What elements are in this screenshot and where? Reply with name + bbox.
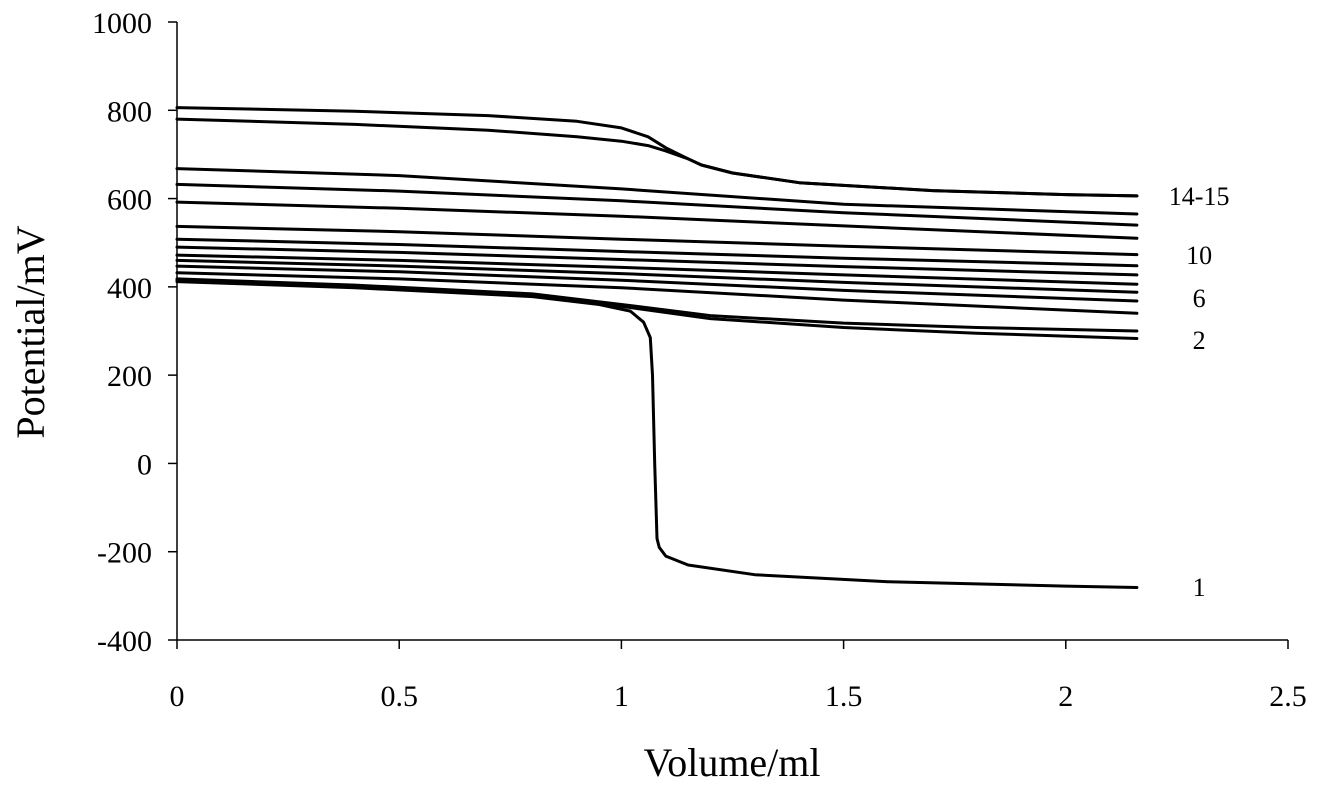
y-tick-label: 600	[107, 184, 152, 217]
series-line	[175, 182, 1139, 227]
y-tick-label: 200	[107, 360, 152, 393]
y-axis-ticks: -400 -200 0 200 400 600 800 1000	[92, 7, 177, 658]
series-line	[175, 258, 1139, 294]
series-line	[175, 271, 1139, 315]
series-line	[175, 278, 1139, 340]
series-line	[175, 237, 1139, 268]
x-tick-label: 1	[614, 680, 629, 713]
y-tick-label: -400	[97, 625, 152, 658]
series-line	[175, 245, 1139, 277]
series-line	[175, 167, 1139, 216]
series-line	[175, 280, 1139, 589]
curve-label: 6	[1193, 284, 1206, 313]
x-tick-label: 0.5	[380, 680, 418, 713]
curve-labels: 14-15 10 6 2 1	[1169, 182, 1230, 602]
y-axis-label: Potential/mV	[8, 225, 53, 438]
x-tick-label: 0	[170, 680, 185, 713]
curve-label: 2	[1193, 326, 1206, 355]
curve-label: 10	[1186, 241, 1212, 270]
y-tick-label: 400	[107, 272, 152, 305]
series-group	[175, 106, 1139, 589]
series-line	[175, 253, 1139, 286]
x-tick-label: 2	[1058, 680, 1073, 713]
y-tick-label: 800	[107, 95, 152, 128]
series-line	[175, 200, 1139, 240]
y-tick-label: 1000	[92, 7, 152, 40]
y-tick-label: -200	[97, 537, 152, 570]
curve-label: 1	[1193, 573, 1206, 602]
x-tick-label: 2.5	[1269, 680, 1307, 713]
x-axis-label: Volume/ml	[643, 740, 820, 785]
curve-label: 14-15	[1169, 182, 1230, 211]
plot-area: 0 0.5 1 1.5 2 2.5 -400 -200 0 200 400 600 800 1000 1…	[92, 7, 1307, 713]
y-tick-label: 0	[137, 448, 152, 481]
series-line	[175, 117, 1139, 198]
series-line	[175, 264, 1139, 303]
series-line	[175, 224, 1139, 257]
x-axis-ticks: 0 0.5 1 1.5 2 2.5	[170, 640, 1307, 713]
x-tick-label: 1.5	[825, 680, 863, 713]
